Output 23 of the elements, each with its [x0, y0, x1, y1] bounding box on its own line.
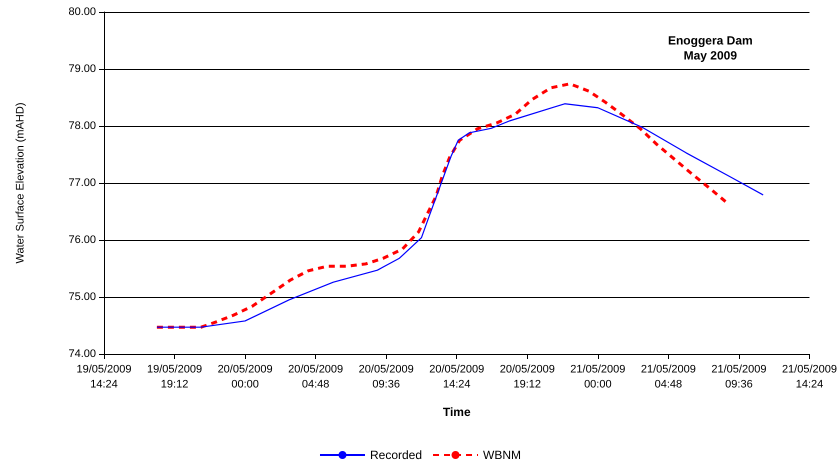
- x-tick-label: 21/05/2009 09:36: [711, 364, 766, 390]
- y-tick-label: 74.00: [68, 348, 96, 360]
- y-tick-label: 76.00: [68, 234, 96, 246]
- y-tick-label: 79.00: [68, 63, 96, 75]
- x-tick-label: 19/05/2009 14:24: [76, 364, 132, 390]
- x-tick-label: 21/05/2009 14:24: [782, 364, 838, 390]
- y-tick-label: 75.00: [68, 291, 96, 303]
- x-tick-label: 20/05/2009 04:48: [288, 364, 344, 390]
- legend-label: WBNM: [483, 448, 522, 462]
- x-tick-label: 19/05/2009 19:12: [147, 364, 202, 390]
- y-tick-label: 77.00: [68, 177, 96, 189]
- x-tick-label: 21/05/2009 04:48: [640, 364, 696, 390]
- y-axis-title: Water Surface Elevation (mAHD): [14, 102, 26, 264]
- y-tick-label: 80.00: [68, 6, 96, 18]
- x-axis-title: Time: [442, 405, 471, 419]
- x-tick-label: 20/05/2009 09:36: [358, 364, 414, 390]
- x-tick-label: 20/05/2009 19:12: [500, 364, 555, 390]
- x-tick-label: 21/05/2009 00:00: [570, 364, 626, 390]
- x-tick-label: 20/05/2009 14:24: [429, 364, 484, 390]
- annotation: Enoggera Dam May 2009: [668, 34, 753, 62]
- legend-label: Recorded: [370, 448, 422, 462]
- y-tick-label: 78.00: [68, 120, 96, 132]
- x-tick-label: 20/05/2009 00:00: [218, 364, 273, 390]
